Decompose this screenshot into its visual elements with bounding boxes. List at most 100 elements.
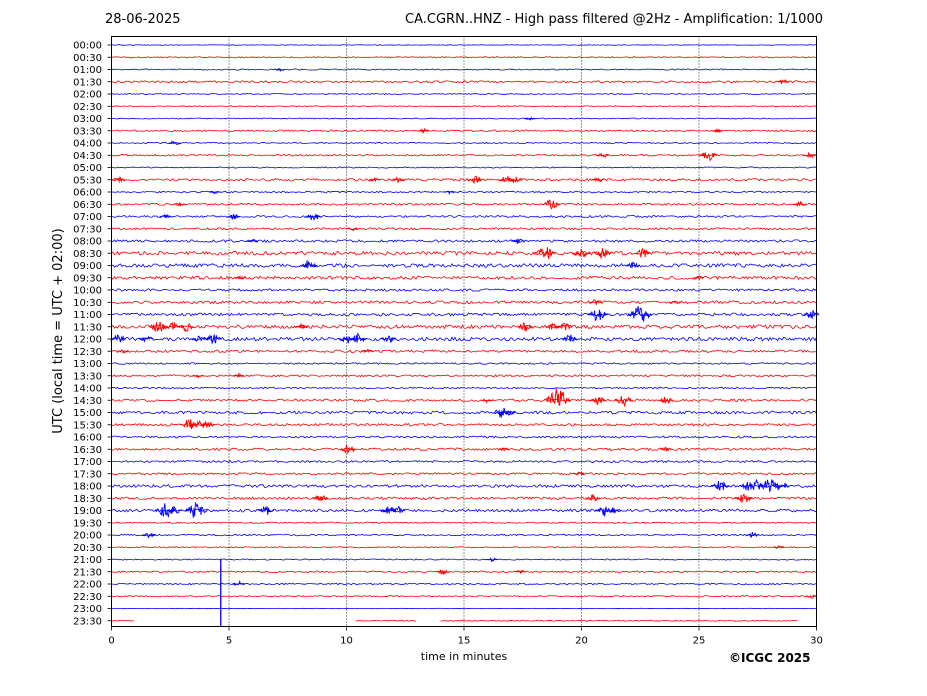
event-70 — [497, 447, 510, 452]
event-28 — [572, 249, 591, 258]
trace-row-06:00 — [111, 190, 817, 194]
row-label: 15:30 — [73, 420, 102, 431]
trace-row-15:30 — [111, 422, 817, 427]
event-77 — [312, 494, 329, 502]
event-33 — [234, 275, 247, 280]
event-41 — [164, 322, 181, 330]
row-label: 04:30 — [73, 151, 102, 162]
row-label: 14:00 — [73, 384, 102, 395]
event-79 — [734, 493, 753, 503]
event-12 — [468, 175, 483, 184]
x-axis-label: time in minutes — [421, 650, 508, 663]
event-13 — [497, 176, 514, 183]
event-84 — [380, 506, 397, 515]
event-91 — [486, 557, 498, 563]
x-tick-label: 25 — [693, 636, 706, 647]
event-6 — [595, 153, 610, 158]
trace-row-09:30 — [111, 275, 817, 281]
event-87 — [606, 507, 622, 514]
trace-row-13:00 — [111, 362, 817, 365]
row-label: 02:30 — [73, 102, 102, 113]
event-25 — [246, 238, 259, 243]
event-65 — [500, 410, 516, 416]
trace-row-17:30 — [111, 472, 817, 476]
event-71 — [660, 446, 672, 452]
event-8 — [802, 151, 816, 159]
row-label: 09:00 — [73, 261, 102, 272]
trace-row-19:00 — [111, 508, 817, 513]
event-18 — [173, 201, 186, 207]
row-label: 08:00 — [73, 237, 102, 248]
trace-row-05:30 — [111, 177, 817, 182]
copyright-notice: ©ICGC 2025 — [729, 651, 811, 665]
trace-row-12:30 — [111, 349, 817, 354]
event-19 — [541, 199, 560, 210]
event-51 — [338, 336, 355, 344]
row-label: 04:00 — [73, 139, 102, 150]
event-57 — [192, 374, 205, 379]
trace-row-23:30 — [355, 619, 416, 622]
event-14 — [508, 176, 523, 183]
event-10 — [368, 176, 381, 182]
row-label: 19:00 — [73, 506, 102, 517]
event-37 — [587, 309, 609, 321]
row-label: 11:00 — [73, 310, 102, 321]
event-16 — [208, 190, 221, 195]
trace-row-05:00 — [111, 166, 817, 169]
trace-row-22:00 — [111, 582, 817, 586]
event-72 — [573, 471, 585, 475]
trace-row-01:30 — [111, 80, 817, 84]
trace-row-21:30 — [111, 570, 817, 574]
trace-row-03:30 — [111, 129, 817, 133]
row-label: 16:30 — [73, 445, 102, 456]
x-tick-label: 30 — [810, 636, 823, 647]
trace-row-04:00 — [111, 141, 817, 145]
event-29 — [593, 248, 612, 260]
trace-row-12:00 — [111, 336, 817, 342]
event-62 — [614, 395, 633, 408]
trace-row-10:30 — [111, 300, 817, 305]
row-label: 13:30 — [73, 371, 102, 382]
event-58 — [232, 372, 245, 378]
row-label: 16:00 — [73, 433, 102, 444]
x-tick-label: 20 — [575, 636, 588, 647]
trace-row-18:30 — [111, 496, 817, 501]
event-94 — [231, 580, 245, 587]
row-label: 23:00 — [73, 604, 102, 615]
trace-row-17:00 — [111, 459, 817, 464]
event-35 — [588, 299, 602, 306]
row-label: 05:30 — [73, 175, 102, 186]
row-label: 19:30 — [73, 518, 102, 529]
trace-row-14:00 — [111, 386, 817, 390]
event-11 — [391, 176, 405, 183]
row-label: 06:30 — [73, 200, 102, 211]
event-55 — [117, 349, 129, 354]
grid-lines — [228, 36, 700, 627]
plot-frame — [111, 36, 817, 627]
row-label: 17:00 — [73, 457, 102, 468]
event-48 — [139, 335, 154, 343]
event-45 — [545, 322, 561, 331]
event-23 — [305, 213, 322, 222]
trace-row-03:00 — [111, 117, 817, 120]
row-label: 22:30 — [73, 592, 102, 603]
event-54 — [561, 334, 578, 342]
trace-row-20:00 — [111, 533, 817, 537]
row-label: 12:00 — [73, 335, 102, 346]
event-5 — [168, 140, 182, 145]
trace-row-09:00 — [111, 262, 817, 269]
seismic-traces — [111, 44, 817, 622]
x-tick-label: 5 — [226, 636, 232, 647]
trace-row-06:30 — [111, 202, 817, 206]
event-68 — [200, 420, 215, 429]
event-83 — [258, 505, 275, 516]
event-66 — [179, 419, 198, 430]
row-label: 07:00 — [73, 212, 102, 223]
event-36 — [669, 300, 681, 304]
row-label: 20:00 — [73, 531, 102, 542]
event-50 — [203, 334, 222, 345]
row-label: 03:30 — [73, 126, 102, 137]
event-15 — [591, 176, 605, 183]
event-61 — [589, 396, 606, 406]
